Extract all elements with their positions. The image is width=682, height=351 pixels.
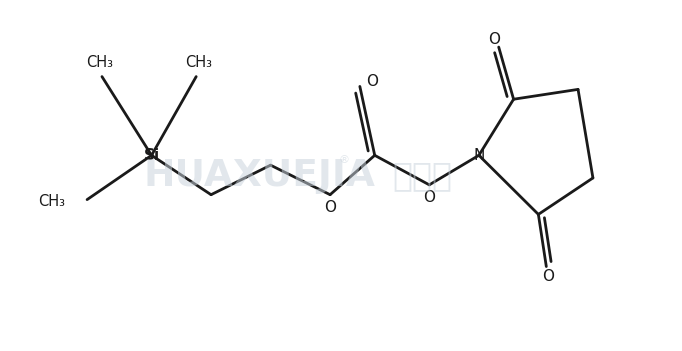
Text: CH₃: CH₃ — [185, 55, 211, 70]
Text: CH₃: CH₃ — [87, 55, 113, 70]
Text: O: O — [488, 32, 500, 47]
Text: O: O — [542, 269, 554, 284]
Text: Si: Si — [143, 148, 160, 163]
Text: O: O — [324, 200, 336, 215]
Text: ®: ® — [339, 155, 350, 165]
Text: O: O — [366, 74, 378, 89]
Text: 化学加: 化学加 — [392, 159, 452, 192]
Text: N: N — [473, 148, 484, 163]
Text: O: O — [424, 190, 435, 205]
Text: CH₃: CH₃ — [38, 194, 65, 209]
Text: HUAXUEJIA: HUAXUEJIA — [144, 158, 376, 193]
